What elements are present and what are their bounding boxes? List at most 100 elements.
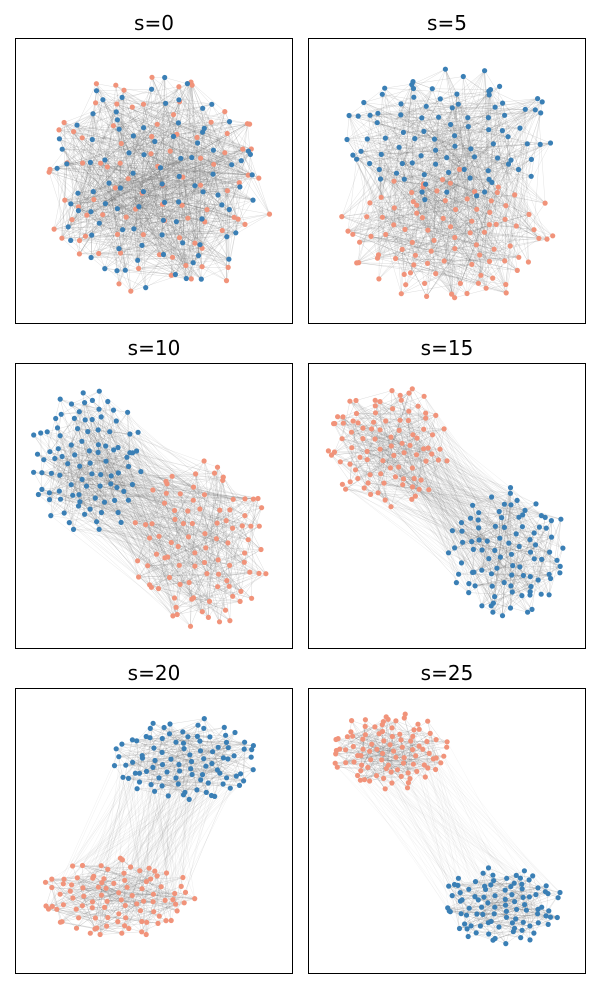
edge bbox=[89, 429, 99, 452]
edge bbox=[446, 460, 531, 540]
node-blue bbox=[411, 94, 417, 100]
edge bbox=[128, 77, 153, 179]
edge bbox=[377, 183, 451, 259]
node-orange bbox=[486, 258, 493, 264]
edge bbox=[404, 179, 456, 210]
edge bbox=[216, 538, 231, 621]
edge bbox=[157, 124, 253, 176]
edge bbox=[49, 492, 226, 611]
edge bbox=[128, 500, 228, 544]
edge bbox=[494, 550, 520, 568]
node-orange bbox=[98, 160, 104, 166]
edge bbox=[179, 565, 241, 602]
edge bbox=[95, 102, 236, 233]
edge bbox=[61, 456, 74, 530]
edge bbox=[101, 416, 150, 539]
edge bbox=[178, 86, 198, 138]
edge bbox=[351, 432, 368, 460]
edge bbox=[395, 117, 489, 259]
edge bbox=[64, 512, 227, 521]
edge bbox=[527, 519, 562, 613]
node-blue bbox=[83, 483, 90, 489]
node-blue bbox=[482, 189, 488, 195]
edge bbox=[350, 438, 376, 482]
edge bbox=[120, 174, 253, 254]
edge bbox=[150, 728, 210, 738]
edge bbox=[121, 143, 214, 175]
edge bbox=[64, 199, 187, 279]
node-orange bbox=[190, 497, 196, 503]
edge bbox=[367, 138, 475, 158]
edge bbox=[446, 157, 489, 171]
edge bbox=[454, 109, 536, 249]
edge bbox=[138, 573, 260, 578]
edge bbox=[118, 167, 161, 284]
edge bbox=[191, 219, 239, 279]
edge bbox=[380, 178, 424, 185]
edge bbox=[51, 431, 110, 474]
edge bbox=[179, 562, 245, 566]
edge bbox=[138, 193, 143, 269]
edge bbox=[351, 418, 426, 448]
edge bbox=[150, 153, 240, 188]
edge bbox=[91, 257, 229, 260]
node-blue bbox=[163, 100, 169, 106]
edge bbox=[164, 202, 187, 266]
edge bbox=[426, 218, 444, 297]
edge bbox=[412, 467, 495, 551]
node-orange bbox=[372, 410, 379, 416]
edge bbox=[104, 410, 114, 503]
edge bbox=[404, 156, 475, 180]
edge bbox=[99, 529, 228, 544]
edge bbox=[431, 179, 490, 252]
edge bbox=[478, 519, 550, 553]
node-blue bbox=[472, 583, 478, 589]
edge bbox=[402, 434, 414, 485]
edge bbox=[110, 483, 241, 602]
node-orange bbox=[136, 265, 142, 272]
node-blue bbox=[122, 267, 128, 273]
node-blue bbox=[82, 417, 88, 423]
node-orange bbox=[411, 475, 417, 482]
edge bbox=[96, 83, 201, 245]
edge bbox=[162, 749, 252, 753]
edge bbox=[187, 83, 228, 191]
edge bbox=[105, 461, 141, 472]
edge bbox=[121, 97, 123, 144]
edge bbox=[419, 489, 503, 616]
edge bbox=[367, 138, 546, 204]
edge bbox=[117, 163, 121, 209]
edge bbox=[402, 443, 472, 542]
edge bbox=[240, 498, 259, 592]
edge bbox=[514, 194, 548, 240]
edge bbox=[398, 411, 409, 431]
edge bbox=[358, 214, 530, 263]
node-orange bbox=[409, 189, 415, 196]
node-orange bbox=[502, 258, 508, 264]
edge bbox=[87, 431, 106, 447]
edge bbox=[487, 526, 496, 542]
node-orange bbox=[340, 420, 346, 426]
edge bbox=[77, 877, 118, 922]
network-graph bbox=[339, 66, 556, 301]
node-blue bbox=[436, 114, 442, 120]
edge bbox=[369, 200, 446, 204]
edge bbox=[377, 393, 410, 493]
edge bbox=[402, 484, 470, 584]
edge bbox=[422, 150, 436, 218]
node-blue bbox=[507, 605, 514, 611]
edge bbox=[116, 420, 142, 472]
edge bbox=[110, 475, 159, 589]
edge bbox=[141, 888, 176, 905]
edge bbox=[190, 768, 220, 774]
edge bbox=[132, 484, 266, 574]
edge bbox=[100, 163, 235, 218]
edge bbox=[85, 419, 150, 539]
node-blue bbox=[53, 415, 59, 422]
node-orange bbox=[503, 203, 509, 209]
edge bbox=[136, 450, 172, 543]
node-orange bbox=[185, 215, 191, 221]
edge bbox=[164, 202, 222, 206]
edge bbox=[392, 408, 500, 539]
edge bbox=[67, 452, 133, 464]
